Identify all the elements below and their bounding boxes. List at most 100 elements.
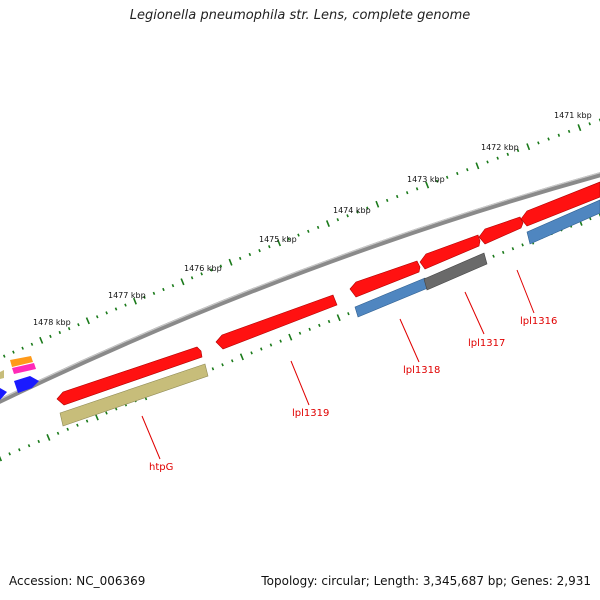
inner-gc-tick (492, 254, 495, 258)
footer-topology: Topology: circular; Length: 3,345,687 bp… (261, 574, 591, 588)
gene-arrow-right-edge[interactable] (520, 181, 600, 227)
outer-gc-tick (180, 278, 185, 286)
outer-gc-tick (77, 323, 80, 327)
inner-gc-tick (288, 333, 293, 341)
outer-gc-tick (219, 264, 223, 268)
outer-gc-tick (85, 317, 90, 325)
outer-gc-tick (2, 354, 6, 358)
inner-gc-tick (76, 423, 79, 427)
inner-gc-tick (521, 243, 524, 247)
outer-gc-tick (385, 198, 389, 202)
gene-left-blue-arrow[interactable] (14, 376, 39, 393)
outer-gc-tick (114, 307, 118, 311)
gene-label-htpG: htpG (149, 462, 173, 473)
inner-gc-tick (27, 444, 31, 448)
outer-gc-tick (171, 283, 175, 288)
outer-gc-tick (435, 179, 439, 183)
outer-gc-tick (143, 295, 146, 299)
gene-left-edge-blue[interactable] (0, 388, 7, 400)
inner-gc-tick (511, 247, 515, 251)
outer-gc-tick (105, 311, 108, 315)
outer-gc-tick (49, 334, 52, 339)
leader-line-lpl1316 (516, 269, 535, 314)
outer-gc-tick (268, 245, 271, 249)
kbp-label-1478: 1478 kbp (33, 318, 71, 327)
inner-gc-tick (589, 217, 592, 221)
outer-gc-tick (190, 276, 194, 280)
outer-gc-tick (395, 194, 399, 199)
kbp-label-1476: 1476 kbp (184, 264, 222, 273)
outer-gc-tick (124, 303, 127, 307)
outer-gc-tick (415, 187, 419, 191)
outer-gc-tick (588, 122, 591, 126)
kbp-label-1474: 1474 kbp (333, 206, 371, 215)
genome-backbone (0, 172, 600, 404)
inner-gc-tick (8, 452, 11, 456)
outer-gc-tick (537, 141, 540, 145)
outer-gc-tick (58, 330, 62, 335)
outer-gc-tick (307, 229, 310, 233)
outer-gc-tick (577, 124, 582, 132)
gene-bar-lpl1317[interactable] (423, 252, 488, 291)
outer-gc-tick (366, 206, 369, 210)
gene-left-magenta[interactable] (12, 363, 36, 374)
leader-line-lpl1317 (464, 291, 485, 335)
gene-left-edge-olive[interactable] (0, 370, 4, 379)
outer-gc-tick (466, 168, 469, 172)
outer-gc-tick (276, 239, 282, 247)
outer-gc-tick (12, 350, 15, 354)
inner-gc-tick (105, 411, 108, 415)
gene-label-lpl1317: lpl1317 (468, 338, 505, 349)
leader-line-lpl1319 (290, 360, 310, 406)
inner-gc-tick (501, 250, 505, 254)
gene-arrow-lpl1319[interactable] (215, 294, 338, 350)
outer-gc-tick (405, 191, 409, 195)
kbp-label-1475: 1475 kbp (259, 235, 297, 244)
gene-label-lpl1319: lpl1319 (292, 408, 329, 419)
leader-line-lpl1318 (399, 318, 420, 363)
gene-arrow-lpl1317-region[interactable] (419, 234, 481, 270)
inner-gc-tick (211, 367, 215, 371)
inner-gc-tick (269, 343, 273, 347)
gene-bar-lpl1316[interactable] (526, 199, 600, 245)
inner-gc-tick (327, 319, 331, 324)
gene-arrow-lpl1316-region[interactable] (478, 216, 524, 245)
outer-gc-tick (67, 326, 71, 331)
outer-gc-tick (200, 272, 203, 276)
outer-gc-tick (516, 148, 520, 153)
gene-arrow-htpG-region[interactable] (56, 346, 203, 406)
leader-line-htpG (141, 415, 161, 460)
outer-gc-track (2, 118, 600, 358)
outer-gc-tick (287, 237, 291, 241)
outer-gc-tick (21, 346, 24, 350)
inner-gc-tick (298, 331, 302, 335)
genome-title: Legionella pneumophila str. Lens, comple… (129, 8, 471, 23)
outer-gc-tick (486, 160, 489, 164)
inner-gc-tick (0, 455, 3, 462)
outer-gc-tick (325, 220, 330, 227)
inner-gc-tick (221, 363, 224, 367)
outer-gc-tick (475, 162, 480, 170)
outer-gc-tick (316, 225, 320, 229)
footer-accession: Accession: NC_006369 (9, 574, 146, 588)
outer-gc-tick (567, 129, 571, 133)
inner-gc-track (0, 213, 600, 462)
gene-bar-htpG[interactable] (59, 363, 209, 427)
outer-gc-tick (547, 137, 550, 141)
inner-gc-tick (18, 448, 21, 452)
outer-gc-tick (445, 175, 449, 179)
inner-gc-tick (66, 427, 70, 431)
outer-gc-tick (228, 258, 233, 266)
outer-gc-tick (526, 143, 531, 151)
outer-gc-tick (30, 342, 34, 346)
gene-left-orange[interactable] (10, 356, 33, 367)
inner-gc-tick (250, 351, 253, 355)
inner-gc-tick (46, 433, 51, 441)
gene-label-lpl1318: lpl1318 (403, 365, 440, 376)
gene-arrow-lpl1318-region[interactable] (349, 260, 421, 298)
kbp-label-1471: 1471 kbp (554, 111, 592, 120)
inner-gc-tick (336, 314, 341, 322)
outer-gc-tick (506, 152, 510, 156)
inner-gc-tick (260, 347, 263, 351)
